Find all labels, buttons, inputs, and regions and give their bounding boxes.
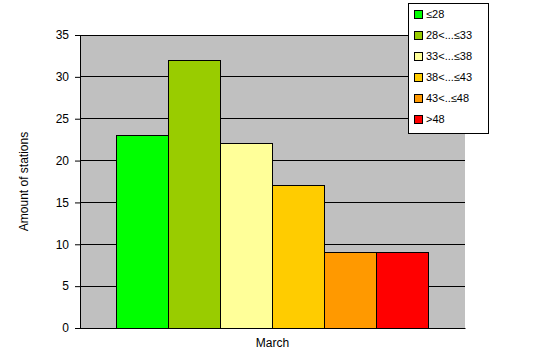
- y-axis: 0 5 10 15 20 25 30 35: [56, 28, 81, 335]
- y-tick: 30: [56, 70, 80, 84]
- grid: [80, 35, 465, 328]
- y-tick: 5: [62, 279, 80, 293]
- y-axis-title: Amount of stations: [17, 132, 31, 231]
- y-tick: 0: [62, 321, 80, 335]
- y-tick-label: 20: [56, 154, 70, 168]
- y-tick: 25: [56, 112, 80, 126]
- legend-swatch: [414, 52, 422, 60]
- bar: [117, 135, 169, 328]
- y-tick-mark: [75, 286, 80, 287]
- y-tick-mark: [75, 77, 80, 78]
- x-axis-line: [81, 328, 466, 329]
- bar: [324, 253, 376, 328]
- legend-label: 33<...≤38: [426, 50, 472, 62]
- legend: ≤28 28<...≤33 33<...≤38 38<...≤43 43<..≤48 >4…: [408, 3, 488, 133]
- legend-label: 43<..≤48: [426, 92, 469, 104]
- y-tick-label: 25: [56, 112, 70, 126]
- legend-swatch: [414, 73, 422, 81]
- y-tick: 15: [56, 196, 80, 210]
- legend-swatch: [414, 31, 422, 39]
- y-tick-label: 30: [56, 70, 70, 84]
- chart: 0 5 10 15 20 25 30 35 March Amount of stations ≤28…: [0, 0, 536, 364]
- legend-swatch: [414, 10, 422, 18]
- grid-line: [80, 35, 465, 36]
- x-tick-label: March: [256, 336, 289, 350]
- y-tick-mark: [75, 161, 80, 162]
- y-tick-label: 5: [62, 279, 69, 293]
- legend-label: ≤28: [426, 8, 444, 20]
- y-tick-mark: [75, 35, 80, 36]
- y-axis-line: [75, 36, 81, 329]
- y-tick: 35: [56, 28, 80, 42]
- y-tick-label: 10: [56, 238, 70, 252]
- plot-area: [80, 35, 465, 328]
- bars: [117, 60, 429, 328]
- y-tick-mark: [75, 202, 80, 203]
- y-tick-mark: [75, 244, 80, 245]
- x-axis: March: [81, 328, 466, 350]
- y-tick: 20: [56, 154, 80, 168]
- y-tick-label: 15: [56, 196, 70, 210]
- legend-swatch: [414, 94, 422, 102]
- bar: [273, 186, 325, 328]
- bar: [169, 60, 221, 328]
- grid-line: [80, 118, 465, 119]
- legend-swatch: [414, 115, 422, 123]
- y-tick-mark: [75, 328, 80, 329]
- y-tick-mark: [75, 119, 80, 120]
- y-tick-label: 0: [62, 321, 69, 335]
- grid-line: [80, 76, 465, 77]
- bar: [376, 253, 428, 328]
- x-tick: March: [256, 328, 289, 350]
- legend-label: 38<...≤43: [426, 71, 472, 83]
- legend-label: >48: [426, 113, 445, 125]
- y-tick-label: 35: [56, 28, 70, 42]
- legend-label: 28<...≤33: [426, 29, 472, 41]
- legend-box: [408, 3, 488, 133]
- bar: [221, 144, 273, 328]
- y-tick: 10: [56, 238, 80, 252]
